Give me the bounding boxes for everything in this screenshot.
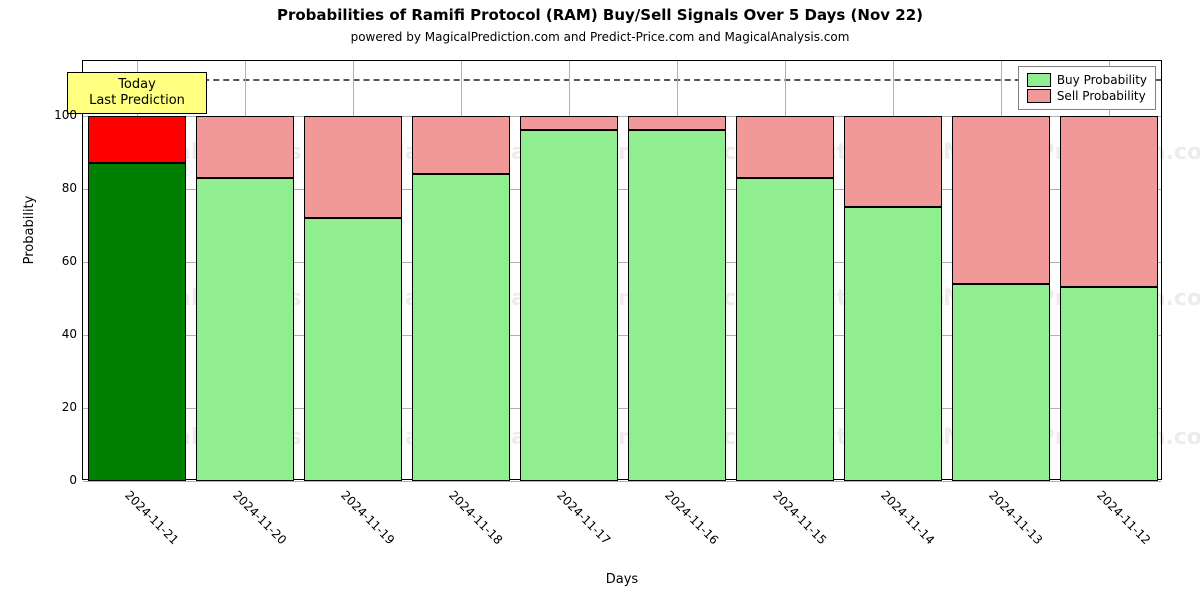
y-tick-label: 80 [42, 181, 77, 195]
legend-item-buy: Buy Probability [1027, 73, 1147, 87]
grid-line-horizontal [83, 481, 1161, 482]
bar-buy [628, 130, 725, 481]
y-axis-label: Probability [22, 155, 37, 305]
x-tick-label: 2024-11-12 [1094, 488, 1153, 547]
legend-swatch-sell [1027, 89, 1051, 103]
bar-sell [952, 116, 1049, 284]
chart-subtitle: powered by MagicalPrediction.com and Pre… [0, 30, 1200, 44]
x-tick-label: 2024-11-21 [122, 488, 181, 547]
bar-buy [1060, 287, 1157, 481]
bar-buy [412, 174, 509, 481]
x-tick-label: 2024-11-16 [662, 488, 721, 547]
annotation-line-2: Last Prediction [78, 93, 196, 109]
y-tick-label: 100 [42, 108, 77, 122]
bar-sell [520, 116, 617, 131]
y-tick-label: 60 [42, 254, 77, 268]
bar-sell [88, 116, 185, 163]
legend-swatch-buy [1027, 73, 1051, 87]
legend-label-buy: Buy Probability [1057, 73, 1147, 87]
annotation-today: TodayLast Prediction [67, 72, 207, 115]
x-tick-label: 2024-11-20 [230, 488, 289, 547]
legend-label-sell: Sell Probability [1057, 89, 1146, 103]
chart-container: Probabilities of Ramifi Protocol (RAM) B… [0, 0, 1200, 600]
x-tick-label: 2024-11-14 [878, 488, 937, 547]
bar-sell [412, 116, 509, 174]
y-tick-label: 40 [42, 327, 77, 341]
x-tick-label: 2024-11-17 [554, 488, 613, 547]
bar-sell [736, 116, 833, 178]
y-tick-label: 20 [42, 400, 77, 414]
bar-buy [520, 130, 617, 481]
bar-buy [88, 163, 185, 481]
plot-area: MagicalAnalysis.comMagicalAnalysis.comMa… [82, 60, 1162, 480]
bar-sell [1060, 116, 1157, 288]
bar-buy [736, 178, 833, 481]
x-tick-label: 2024-11-19 [338, 488, 397, 547]
bar-buy [952, 284, 1049, 481]
x-axis-label: Days [82, 572, 1162, 587]
bar-sell [844, 116, 941, 207]
legend-item-sell: Sell Probability [1027, 89, 1147, 103]
annotation-line-1: Today [78, 77, 196, 93]
x-tick-label: 2024-11-18 [446, 488, 505, 547]
legend: Buy Probability Sell Probability [1018, 66, 1156, 110]
x-tick-label: 2024-11-13 [986, 488, 1045, 547]
bar-buy [196, 178, 293, 481]
bar-sell [196, 116, 293, 178]
chart-title: Probabilities of Ramifi Protocol (RAM) B… [0, 6, 1200, 24]
bar-sell [304, 116, 401, 218]
y-tick-label: 0 [42, 473, 77, 487]
bar-buy [304, 218, 401, 481]
bar-sell [628, 116, 725, 131]
bar-buy [844, 207, 941, 481]
x-tick-label: 2024-11-15 [770, 488, 829, 547]
